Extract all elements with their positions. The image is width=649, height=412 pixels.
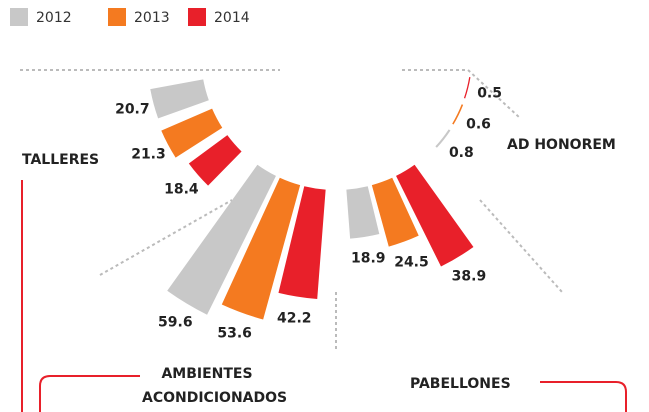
value-label: 38.9 — [452, 268, 487, 284]
bar — [396, 164, 474, 267]
connector — [39, 375, 150, 412]
legend-swatch — [108, 8, 126, 26]
value-label: 21.3 — [131, 147, 166, 163]
category-label: TALLERES — [20, 148, 102, 172]
value-label: 53.6 — [217, 325, 252, 341]
bar — [371, 177, 419, 247]
legend-swatch — [188, 8, 206, 26]
legend-label: 2012 — [36, 10, 72, 26]
bar — [452, 104, 464, 125]
separator — [402, 69, 521, 119]
value-label: 24.5 — [394, 254, 429, 270]
value-label: 0.5 — [477, 85, 502, 101]
bar — [278, 186, 326, 299]
bar — [167, 164, 276, 315]
legend-label: 2014 — [214, 10, 250, 26]
value-label: 0.8 — [449, 145, 474, 161]
separator — [99, 199, 233, 276]
category-label: AMBIENTES ACONDICIONADOS — [140, 362, 287, 410]
value-label: 18.4 — [164, 181, 199, 197]
bar — [221, 177, 301, 320]
bar — [435, 129, 451, 148]
bar — [188, 135, 242, 186]
legend-label: 2013 — [134, 10, 170, 26]
category-label: AD HONOREM — [505, 133, 618, 157]
value-label: 18.9 — [351, 251, 386, 267]
bar — [463, 77, 471, 99]
value-label: 42.2 — [277, 310, 312, 326]
value-label: 59.6 — [158, 314, 193, 330]
bar — [150, 79, 209, 119]
legend-swatch — [10, 8, 28, 26]
bar — [346, 186, 380, 239]
separator — [479, 199, 563, 293]
bar — [161, 108, 223, 158]
connector — [540, 381, 627, 412]
value-label: 20.7 — [115, 102, 150, 118]
category-label: PABELLONES — [408, 372, 513, 396]
value-label: 0.6 — [466, 117, 491, 133]
